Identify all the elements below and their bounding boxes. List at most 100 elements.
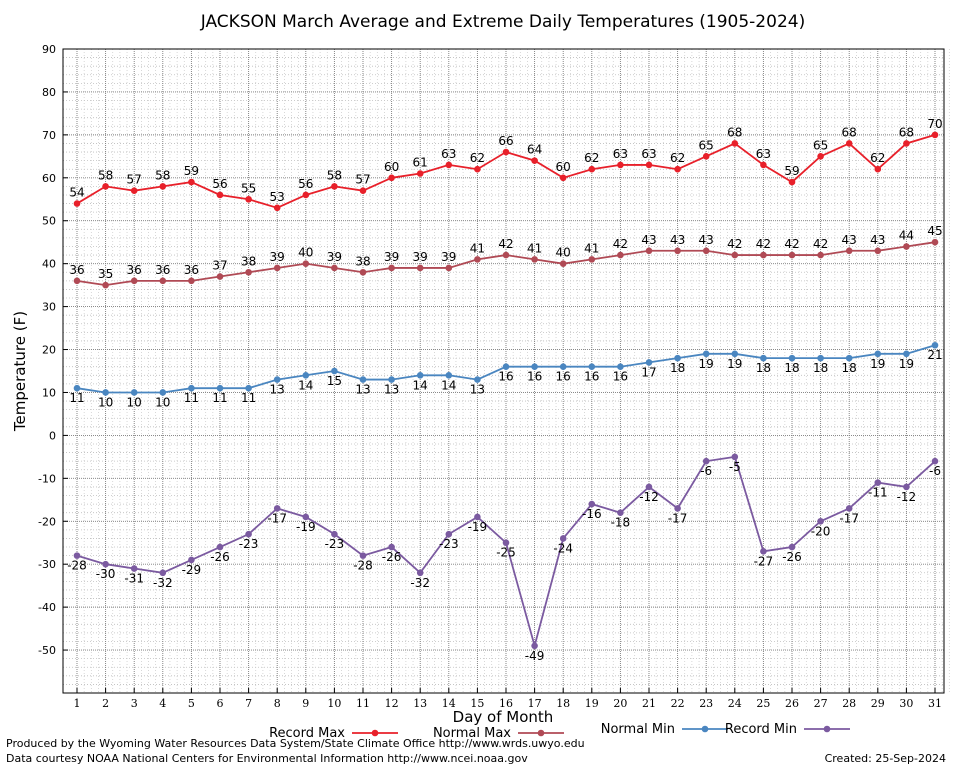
record-min-data-label: -24 [553, 541, 573, 555]
legend: Record Max Normal Max Normal Min Record Min [269, 722, 850, 741]
record-max-point [674, 165, 681, 173]
y-tick-label: 70 [42, 129, 56, 142]
normal-min-point [474, 376, 481, 383]
record-min-data-label: -17 [668, 511, 688, 525]
chart-title: JACKSON March Average and Extreme Daily … [200, 12, 805, 32]
record-max-point [245, 195, 252, 203]
record-min-point [416, 569, 424, 577]
record-max-point [817, 153, 824, 160]
y-tick-label: 40 [42, 258, 56, 271]
record-max-data-label: 62 [470, 151, 485, 165]
record-max-point [617, 161, 624, 169]
normal-min-data-label: 19 [699, 357, 714, 371]
x-tick-label: 14 [442, 697, 456, 710]
x-tick-label: 26 [785, 697, 799, 710]
record-min-data-label: -32 [410, 576, 430, 590]
record-max-point [159, 183, 167, 190]
normal-max-point [874, 247, 882, 255]
x-tick-label: 24 [728, 697, 742, 710]
record-min-point [102, 560, 109, 568]
normal-max-data-label: 36 [184, 263, 199, 277]
record-min-point [702, 457, 710, 465]
record-max-point [388, 174, 395, 182]
record-max-point [731, 140, 739, 147]
record-max-point [416, 170, 424, 177]
normal-max-data-label: 41 [527, 241, 542, 255]
normal-min-point [245, 384, 252, 392]
normal-max-data-label: 37 [212, 259, 227, 273]
record-max-point [73, 200, 81, 207]
record-min-point [388, 543, 395, 551]
record-max-point [188, 178, 195, 186]
record-max-data-label: 55 [241, 181, 256, 195]
record-max-data-label: 59 [784, 164, 799, 178]
normal-max-data-label: 43 [842, 233, 857, 247]
x-tick-label: 16 [499, 697, 513, 710]
normal-min-point [674, 354, 681, 362]
legend-item-normal-max: Normal Max [433, 726, 564, 741]
normal-min-point [531, 363, 538, 371]
record-min-data-label: -32 [153, 576, 173, 590]
record-max-point [359, 187, 367, 194]
normal-min-point [702, 350, 710, 358]
record-min-data-label: -26 [210, 550, 230, 564]
record-max-data-label: 63 [641, 147, 656, 161]
record-min-point [760, 548, 767, 555]
normal-min-point [73, 384, 81, 392]
record-max-data-label: 65 [699, 138, 714, 152]
record-min-data-label: -26 [382, 550, 402, 564]
record-max-data-label: 56 [298, 177, 313, 191]
normal-max-point [216, 273, 224, 280]
record-max-point [302, 191, 310, 199]
record-min-point [130, 565, 138, 572]
normal-max-point [273, 264, 281, 272]
x-tick-label: 20 [613, 697, 627, 710]
record-max-data-label: 58 [98, 168, 113, 182]
normal-max-point [645, 247, 653, 255]
record-min-data-label: -30 [96, 567, 116, 581]
y-tick-label: 20 [42, 344, 56, 357]
normal-min-data-label: 11 [212, 391, 227, 405]
record-min-data-label: -12 [639, 490, 659, 504]
record-min-data-label: -6 [929, 464, 941, 478]
normal-min-point [331, 367, 338, 375]
x-tick-label: 13 [413, 697, 427, 710]
normal-max-point [331, 264, 338, 272]
normal-max-point [617, 251, 624, 259]
normal-max-point [788, 251, 796, 259]
normal-max-point [302, 260, 310, 267]
record-max-series: 54 58 57 58 59 56 55 53 56 58 57 60 61 63 62 66 64 60 62 63… [69, 117, 943, 212]
legend-marker [537, 729, 545, 737]
record-max-data-label: 66 [498, 134, 513, 148]
normal-max-point [416, 264, 424, 272]
record-min-point [845, 505, 853, 512]
normal-max-data-label: 39 [384, 250, 399, 264]
x-tick-label: 25 [756, 697, 770, 710]
y-tick-label: 80 [42, 86, 56, 99]
normal-min-series: 11 10 10 10 11 11 11 13 14 15 13 13 14 14 13 16 16 16 16 16… [69, 341, 943, 409]
record-max-data-label: 68 [842, 125, 857, 139]
record-max-point [903, 140, 910, 147]
record-max-data-label: 59 [184, 164, 199, 178]
x-tick-label: 29 [871, 697, 885, 710]
x-tick-label: 9 [302, 697, 309, 710]
normal-min-point [130, 389, 138, 396]
record-min-data-label: -26 [782, 550, 802, 564]
normal-min-data-label: 10 [98, 395, 113, 409]
normal-min-point [617, 363, 624, 371]
normal-max-point [102, 281, 109, 289]
record-min-data-label: -20 [811, 524, 831, 538]
record-min-point [245, 530, 252, 538]
normal-max-data-label: 43 [699, 233, 714, 247]
normal-min-point [102, 389, 109, 396]
record-min-data-label: -28 [353, 559, 373, 573]
record-min-data-label: -31 [124, 571, 144, 585]
normal-max-point [388, 264, 395, 272]
normal-max-point [159, 277, 167, 285]
record-max-data-label: 60 [384, 160, 399, 174]
normal-min-data-label: 14 [298, 378, 313, 392]
record-max-point [788, 178, 796, 186]
record-max-point [702, 153, 710, 160]
record-min-point [645, 483, 653, 491]
normal-max-data-label: 41 [584, 241, 599, 255]
